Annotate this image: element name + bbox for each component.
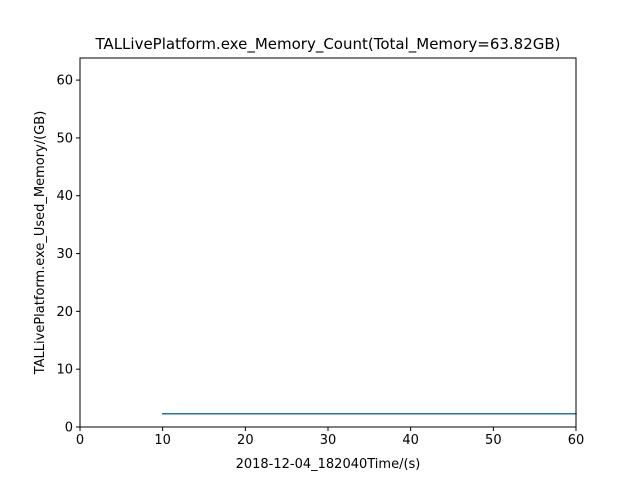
x-tick-label: 30 xyxy=(320,433,337,448)
plot-area: 0 10 20 30 40 50 60 0 10 20 30 40 50 60 xyxy=(56,57,585,448)
chart-title: TALLivePlatform.exe_Memory_Count(Total_M… xyxy=(94,35,560,54)
x-tick-label: 50 xyxy=(485,433,502,448)
y-tick-label: 60 xyxy=(56,74,73,89)
x-tick-label: 60 xyxy=(568,433,585,448)
x-tick-label: 0 xyxy=(76,433,84,448)
x-tick-label: 40 xyxy=(402,433,419,448)
y-tick-label: 40 xyxy=(56,189,73,204)
y-tick-label: 30 xyxy=(56,247,73,262)
x-tick-label: 20 xyxy=(237,433,254,448)
y-tick-label: 10 xyxy=(56,363,73,378)
y-tick-label: 20 xyxy=(56,305,73,320)
x-axis-label: 2018-12-04_182040Time/(s) xyxy=(236,457,421,472)
y-tick-label: 0 xyxy=(65,421,73,436)
y-tick-label: 50 xyxy=(56,131,73,146)
x-tick-label: 10 xyxy=(154,433,171,448)
y-axis-label: TALLivePlatform.exe_Used_Memory/(GB) xyxy=(33,111,48,376)
